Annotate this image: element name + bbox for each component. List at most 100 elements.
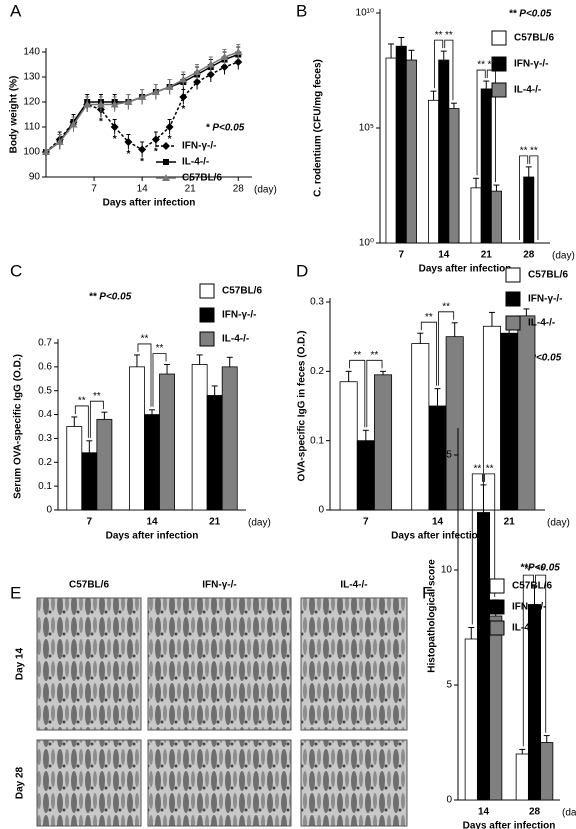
y-tick-label: 15 bbox=[441, 450, 453, 461]
legend-label: C57BL/6 bbox=[528, 270, 568, 281]
histology-image bbox=[36, 597, 142, 731]
bar bbox=[490, 190, 502, 244]
histology-image bbox=[300, 739, 408, 827]
annotation: * bbox=[126, 149, 130, 160]
marker bbox=[234, 48, 243, 55]
legend-label: IFN-γ-/- bbox=[514, 59, 548, 70]
significance-label: ** bbox=[486, 464, 494, 475]
legend-label: IL-4-/- bbox=[514, 85, 541, 96]
significance-bracket bbox=[434, 39, 444, 89]
marker bbox=[206, 60, 215, 68]
column-label: IL-4-/- bbox=[340, 580, 367, 591]
legend-swatch bbox=[199, 307, 215, 323]
x-tick-label: 14 bbox=[432, 517, 444, 528]
bar bbox=[517, 315, 536, 511]
significance-label: ** bbox=[537, 565, 545, 576]
significance-bracket bbox=[522, 574, 534, 747]
bar bbox=[374, 374, 393, 511]
column-label: IFN-γ-/- bbox=[202, 580, 236, 591]
legend-label: IFN-γ-/- bbox=[182, 141, 216, 152]
legend-label: IL-4-/- bbox=[528, 318, 555, 329]
significance-label: ** bbox=[435, 30, 443, 41]
legend-swatch bbox=[199, 331, 215, 347]
marker bbox=[138, 145, 147, 154]
x-tick-label: 14 bbox=[137, 184, 149, 195]
significance-note: ** P<0.05 bbox=[519, 353, 562, 364]
legend-label: IFN-γ-/- bbox=[528, 294, 562, 305]
marker bbox=[138, 93, 147, 100]
significance-bracket bbox=[444, 39, 454, 101]
y-tick-label: 0.5 bbox=[38, 385, 52, 396]
marker bbox=[193, 68, 202, 75]
marker bbox=[179, 93, 188, 101]
significance-bracket bbox=[476, 69, 486, 176]
significance-label: ** bbox=[141, 334, 149, 345]
legend-label: C57BL/6 bbox=[222, 286, 262, 297]
y-tick-label: 100 bbox=[23, 147, 40, 158]
x-unit: (day) bbox=[254, 185, 277, 196]
bar bbox=[356, 440, 375, 511]
significance-label: ** bbox=[473, 464, 481, 475]
y-tick-label: 0 bbox=[46, 505, 52, 516]
y-tick-label: 140 bbox=[23, 47, 40, 58]
legend-swatch bbox=[491, 30, 507, 46]
x-unit: (day) bbox=[547, 518, 570, 529]
bar bbox=[405, 59, 417, 244]
x-tick-label: 7 bbox=[363, 517, 369, 528]
y-tick-label: 10⁵ bbox=[359, 123, 374, 134]
y-tick-label: 90 bbox=[29, 172, 41, 183]
legend-swatch bbox=[505, 291, 521, 307]
significance-label: ** bbox=[425, 312, 433, 323]
legend-label: IFN-γ-/- bbox=[512, 602, 546, 613]
bar bbox=[96, 418, 113, 511]
significance-bracket bbox=[349, 359, 366, 428]
marker bbox=[165, 83, 174, 90]
y-axis-label: C. rodentium (CFU/mg feces) bbox=[313, 59, 324, 197]
bar bbox=[476, 512, 491, 801]
bar bbox=[438, 59, 450, 244]
marker bbox=[96, 100, 105, 108]
x-tick-label: 7 bbox=[91, 184, 97, 195]
y-tick-label: 120 bbox=[23, 97, 40, 108]
y-tick-label: 0.1 bbox=[310, 435, 324, 446]
legend-swatch bbox=[491, 56, 507, 72]
y-tick-label: 5 bbox=[446, 680, 452, 691]
significance-bracket bbox=[366, 359, 383, 428]
y-tick-label: 10⁰ bbox=[359, 238, 374, 249]
y-tick-label: 0.3 bbox=[38, 433, 52, 444]
y-axis-label: OVA-specific IgG in feces (O.D.) bbox=[297, 331, 308, 482]
bar bbox=[489, 615, 503, 801]
x-tick-label: 28 bbox=[233, 184, 245, 195]
marker bbox=[151, 135, 160, 144]
bar bbox=[523, 176, 535, 244]
marker bbox=[162, 142, 170, 150]
marker bbox=[220, 53, 229, 60]
bar bbox=[221, 366, 238, 511]
significance-label: ** bbox=[442, 301, 450, 312]
marker bbox=[83, 100, 92, 108]
legend-label: IFN-γ-/- bbox=[222, 310, 256, 321]
marker bbox=[124, 98, 133, 105]
annotation: * bbox=[181, 104, 185, 115]
bar bbox=[206, 395, 223, 511]
significance-bracket bbox=[484, 473, 496, 597]
bar bbox=[527, 604, 542, 801]
y-tick-label: 0.2 bbox=[310, 366, 324, 377]
significance-bracket bbox=[535, 574, 547, 733]
panel-letter: C bbox=[10, 261, 22, 280]
bar bbox=[129, 366, 145, 511]
significance-bracket bbox=[152, 353, 167, 407]
significance-bracket bbox=[89, 400, 104, 438]
y-tick-label: 0.4 bbox=[38, 409, 52, 420]
bar bbox=[470, 187, 482, 244]
significance-bracket bbox=[519, 155, 529, 240]
marker bbox=[151, 88, 160, 95]
panel-letter: A bbox=[10, 1, 22, 20]
x-tick-label: 28 bbox=[523, 250, 535, 261]
significance-note: ** P<0.05 bbox=[89, 292, 132, 303]
histology-image bbox=[36, 739, 142, 827]
significance-label: ** bbox=[520, 146, 528, 157]
histology-image bbox=[147, 739, 292, 827]
marker bbox=[42, 148, 50, 155]
x-tick-label: 7 bbox=[398, 250, 404, 261]
